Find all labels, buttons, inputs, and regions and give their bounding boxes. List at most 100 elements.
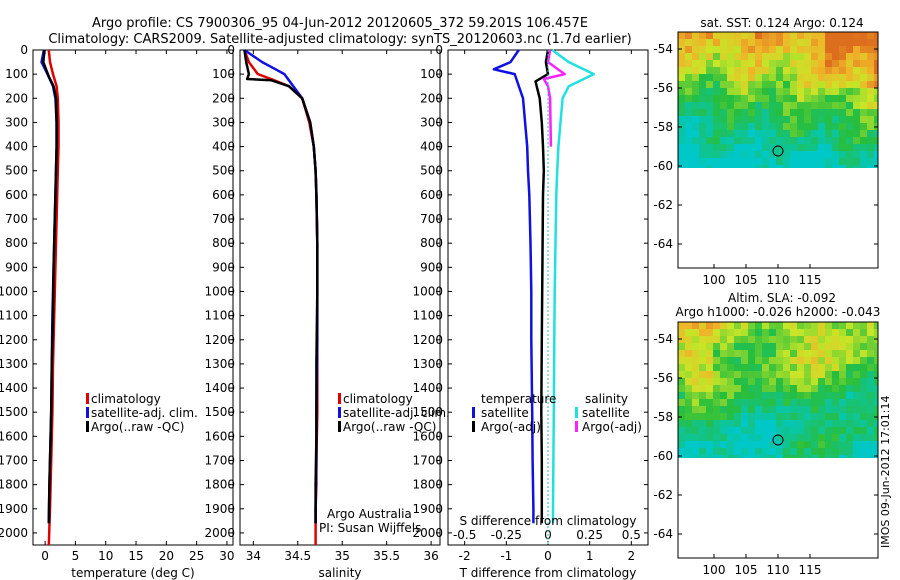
- map-cell: [825, 109, 832, 116]
- map-cell: [846, 60, 853, 67]
- map-cell: [818, 95, 825, 102]
- map-cell: [867, 137, 874, 144]
- map-cell: [825, 371, 832, 378]
- map-cell: [755, 74, 762, 81]
- map-cell: [853, 385, 860, 392]
- map-cell: [846, 399, 853, 406]
- map-cell: [811, 350, 818, 357]
- map-cell: [720, 144, 727, 151]
- map-cell: [804, 151, 811, 158]
- map-cell: [713, 67, 720, 74]
- map-cell: [678, 158, 685, 165]
- map-cell: [769, 427, 776, 434]
- map-cell: [692, 165, 699, 168]
- map-cell: [846, 102, 853, 109]
- map-cell: [685, 357, 692, 364]
- map-cell: [741, 378, 748, 385]
- map-cell: [839, 427, 846, 434]
- map-cell: [867, 322, 874, 329]
- map-cell: [713, 32, 720, 39]
- map-lon-label: 115: [799, 273, 822, 287]
- map-cell: [748, 67, 755, 74]
- map-cell: [720, 137, 727, 144]
- map-cell: [748, 385, 755, 392]
- map-cell: [825, 137, 832, 144]
- map-cell: [811, 427, 818, 434]
- map-cell: [867, 378, 874, 385]
- map-cell: [832, 60, 839, 67]
- map-cell: [832, 95, 839, 102]
- map-cell: [874, 60, 878, 67]
- map-cell: [748, 448, 755, 455]
- map-cell: [839, 39, 846, 46]
- map-cell: [790, 144, 797, 151]
- map-cell: [804, 32, 811, 39]
- map-cell: [783, 165, 790, 168]
- depth-tick-label: 800: [212, 236, 235, 250]
- map-cell: [713, 39, 720, 46]
- map-cell: [797, 343, 804, 350]
- map-cell: [832, 53, 839, 60]
- map-cell: [769, 420, 776, 427]
- map-cell: [853, 151, 860, 158]
- map-cell: [797, 151, 804, 158]
- depth-tick-label: 1900: [0, 502, 28, 516]
- map-cell: [790, 95, 797, 102]
- map-cell: [741, 109, 748, 116]
- map-cell: [699, 144, 706, 151]
- map-cell: [720, 88, 727, 95]
- map-cell: [748, 32, 755, 39]
- map-cell: [839, 88, 846, 95]
- map-cell: [769, 46, 776, 53]
- map-cell: [720, 364, 727, 371]
- map-cell: [818, 88, 825, 95]
- map-cell: [818, 53, 825, 60]
- map-cell: [706, 67, 713, 74]
- map-cell: [678, 399, 685, 406]
- map-cell: [769, 392, 776, 399]
- map-cell: [734, 81, 741, 88]
- map-cell: [692, 67, 699, 74]
- map-cell: [783, 88, 790, 95]
- map-cell: [769, 441, 776, 448]
- depth-tick-label: 400: [5, 140, 28, 154]
- depth-tick-label: 1500: [204, 405, 235, 419]
- map-cell: [748, 123, 755, 130]
- map-cell: [734, 371, 741, 378]
- map-cell: [734, 441, 741, 448]
- map-cell: [818, 399, 825, 406]
- map-cell: [720, 371, 727, 378]
- map-cell: [776, 455, 783, 458]
- map-cell: [825, 53, 832, 60]
- map-cell: [741, 448, 748, 455]
- map-cell: [839, 336, 846, 343]
- map-cell: [867, 60, 874, 67]
- map-cell: [790, 32, 797, 39]
- map-cell: [699, 32, 706, 39]
- map-cell: [839, 95, 846, 102]
- map-cell: [678, 420, 685, 427]
- map-cell: [776, 357, 783, 364]
- map-cell: [797, 441, 804, 448]
- map-cell: [832, 116, 839, 123]
- s-tick-label: 0.25: [576, 528, 603, 542]
- map-cell: [867, 448, 874, 455]
- map-cell: [755, 67, 762, 74]
- map-cell: [734, 130, 741, 137]
- map-cell: [713, 60, 720, 67]
- map-cell: [867, 413, 874, 420]
- map-cell: [692, 420, 699, 427]
- map-cell: [811, 434, 818, 441]
- map-cell: [685, 350, 692, 357]
- map-cell: [825, 46, 832, 53]
- map-lat-label: -54: [653, 332, 673, 346]
- map-cell: [867, 151, 874, 158]
- map-cell: [839, 322, 846, 329]
- map-cell: [727, 88, 734, 95]
- depth-tick-label: 1200: [204, 333, 235, 347]
- map-cell: [839, 130, 846, 137]
- sal-xlabel: salinity: [318, 566, 361, 580]
- map-cell: [776, 81, 783, 88]
- map-cell: [832, 144, 839, 151]
- map-cell: [678, 53, 685, 60]
